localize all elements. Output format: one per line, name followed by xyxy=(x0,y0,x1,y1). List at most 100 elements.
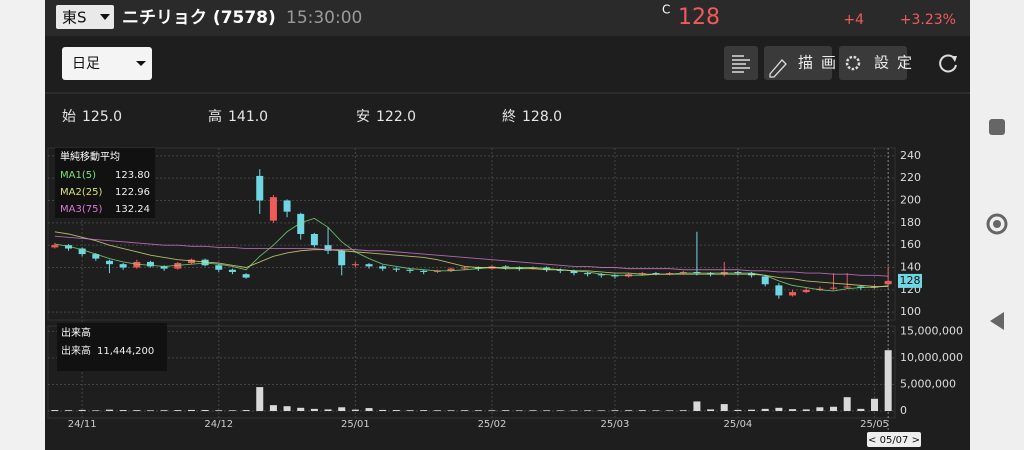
candle-body xyxy=(638,273,646,275)
y-tick-label: 220 xyxy=(900,171,921,184)
ma-line xyxy=(54,217,889,292)
volume-bar xyxy=(92,410,100,411)
candle-body xyxy=(652,273,660,275)
candle-body xyxy=(447,268,455,271)
candle-body xyxy=(816,288,824,290)
ohlc-row: 始 125.0 高 141.0 安 122.0 終 128.0 xyxy=(62,108,562,125)
volume-bar xyxy=(242,410,250,411)
ohlc-label: 始 xyxy=(62,109,76,125)
x-tick-label: 25/05 xyxy=(860,419,889,430)
candle-body xyxy=(256,175,264,201)
volume-bar xyxy=(584,410,592,411)
candle-body xyxy=(174,263,182,269)
gear-icon xyxy=(845,55,861,71)
volume-bar xyxy=(502,410,510,411)
candle-body xyxy=(201,259,209,266)
volume-bar xyxy=(816,407,824,411)
volume-bar xyxy=(570,410,578,411)
volume-bar xyxy=(556,410,564,411)
candle-body xyxy=(187,259,195,264)
candle-body xyxy=(310,234,318,246)
candle-body xyxy=(379,266,387,269)
volume-bar xyxy=(543,410,551,411)
candle-body xyxy=(789,292,797,296)
candle-body xyxy=(830,287,838,289)
volume-bar xyxy=(461,410,469,411)
volume-bar xyxy=(379,409,387,411)
draw-label: 描画 xyxy=(798,54,844,72)
exchange-select[interactable] xyxy=(56,5,114,29)
candle-body xyxy=(529,267,537,269)
ohlc-value: 125.0 xyxy=(82,109,122,125)
reload-icon[interactable] xyxy=(939,54,957,73)
candle-body xyxy=(734,271,742,274)
volume-bar xyxy=(420,410,428,411)
volume-bar xyxy=(761,408,769,411)
volume-bar xyxy=(884,350,892,411)
home-button[interactable] xyxy=(986,213,1008,235)
ohlc-label: 安 xyxy=(356,109,370,125)
reload-arrow xyxy=(951,56,957,62)
draw-button[interactable] xyxy=(764,46,832,80)
candle-body xyxy=(420,270,428,272)
settings-button[interactable] xyxy=(839,46,907,80)
volume-bar xyxy=(830,406,838,411)
x-tick-label: 25/03 xyxy=(601,419,630,430)
candle-body xyxy=(283,200,291,212)
x-tick-label: 25/02 xyxy=(478,419,507,430)
volume-bar xyxy=(720,404,728,411)
candle-body xyxy=(105,260,113,265)
candle-body xyxy=(474,267,482,269)
ohlc-value: 122.0 xyxy=(376,109,416,125)
list-button[interactable] xyxy=(724,46,758,80)
volume-bar xyxy=(119,410,127,411)
y-tick-label: 180 xyxy=(900,216,921,229)
volume-bar xyxy=(625,410,633,411)
period-select[interactable] xyxy=(62,47,152,80)
back-button[interactable] xyxy=(990,312,1004,330)
volume-bar xyxy=(365,408,373,411)
candle-body xyxy=(433,270,441,272)
volume-plot xyxy=(47,325,896,419)
candle-body xyxy=(693,271,701,274)
volume-legend-name: 出来高 xyxy=(61,344,91,357)
candle-body xyxy=(666,273,674,275)
candle-body xyxy=(857,286,865,288)
candle-body xyxy=(707,273,715,275)
y-tick-label: 10,000,000 xyxy=(900,351,963,364)
volume-bar xyxy=(447,410,455,411)
volume-bar xyxy=(392,410,400,411)
candle-body xyxy=(133,261,141,268)
top-bar xyxy=(45,0,970,36)
candle-body xyxy=(215,265,223,270)
volume-bar xyxy=(105,409,113,411)
volume-bar xyxy=(215,410,223,411)
legend-name: MA3(75) xyxy=(60,204,102,215)
candle-body xyxy=(775,285,783,296)
legend-value: 132.24 xyxy=(115,204,150,215)
recent-button[interactable] xyxy=(989,119,1005,135)
volume-bar xyxy=(146,410,154,411)
time: 15:30:00 xyxy=(286,8,362,28)
candle-body xyxy=(338,250,346,266)
volume-bar xyxy=(310,408,318,411)
cursor-tag xyxy=(867,432,921,447)
ohlc-label: 高 xyxy=(208,108,222,125)
candle-body xyxy=(570,270,578,274)
ma-line xyxy=(54,231,889,287)
volume-bar xyxy=(734,409,742,411)
caret xyxy=(136,61,146,66)
stock-name: ニチリョク (7578) xyxy=(122,8,276,28)
volume-bar xyxy=(638,410,646,411)
candle-body xyxy=(502,266,510,268)
candle-body xyxy=(242,274,250,278)
volume-bar xyxy=(283,406,291,411)
legend-title: 単純移動平均 xyxy=(60,150,120,163)
volume-bar xyxy=(789,409,797,411)
candle-body xyxy=(64,245,72,249)
y-tick-label: 5,000,000 xyxy=(900,377,956,390)
x-tick-label: 25/01 xyxy=(341,419,370,430)
candle-body xyxy=(51,245,59,248)
candle-body xyxy=(406,269,414,271)
candle-body xyxy=(119,264,127,268)
